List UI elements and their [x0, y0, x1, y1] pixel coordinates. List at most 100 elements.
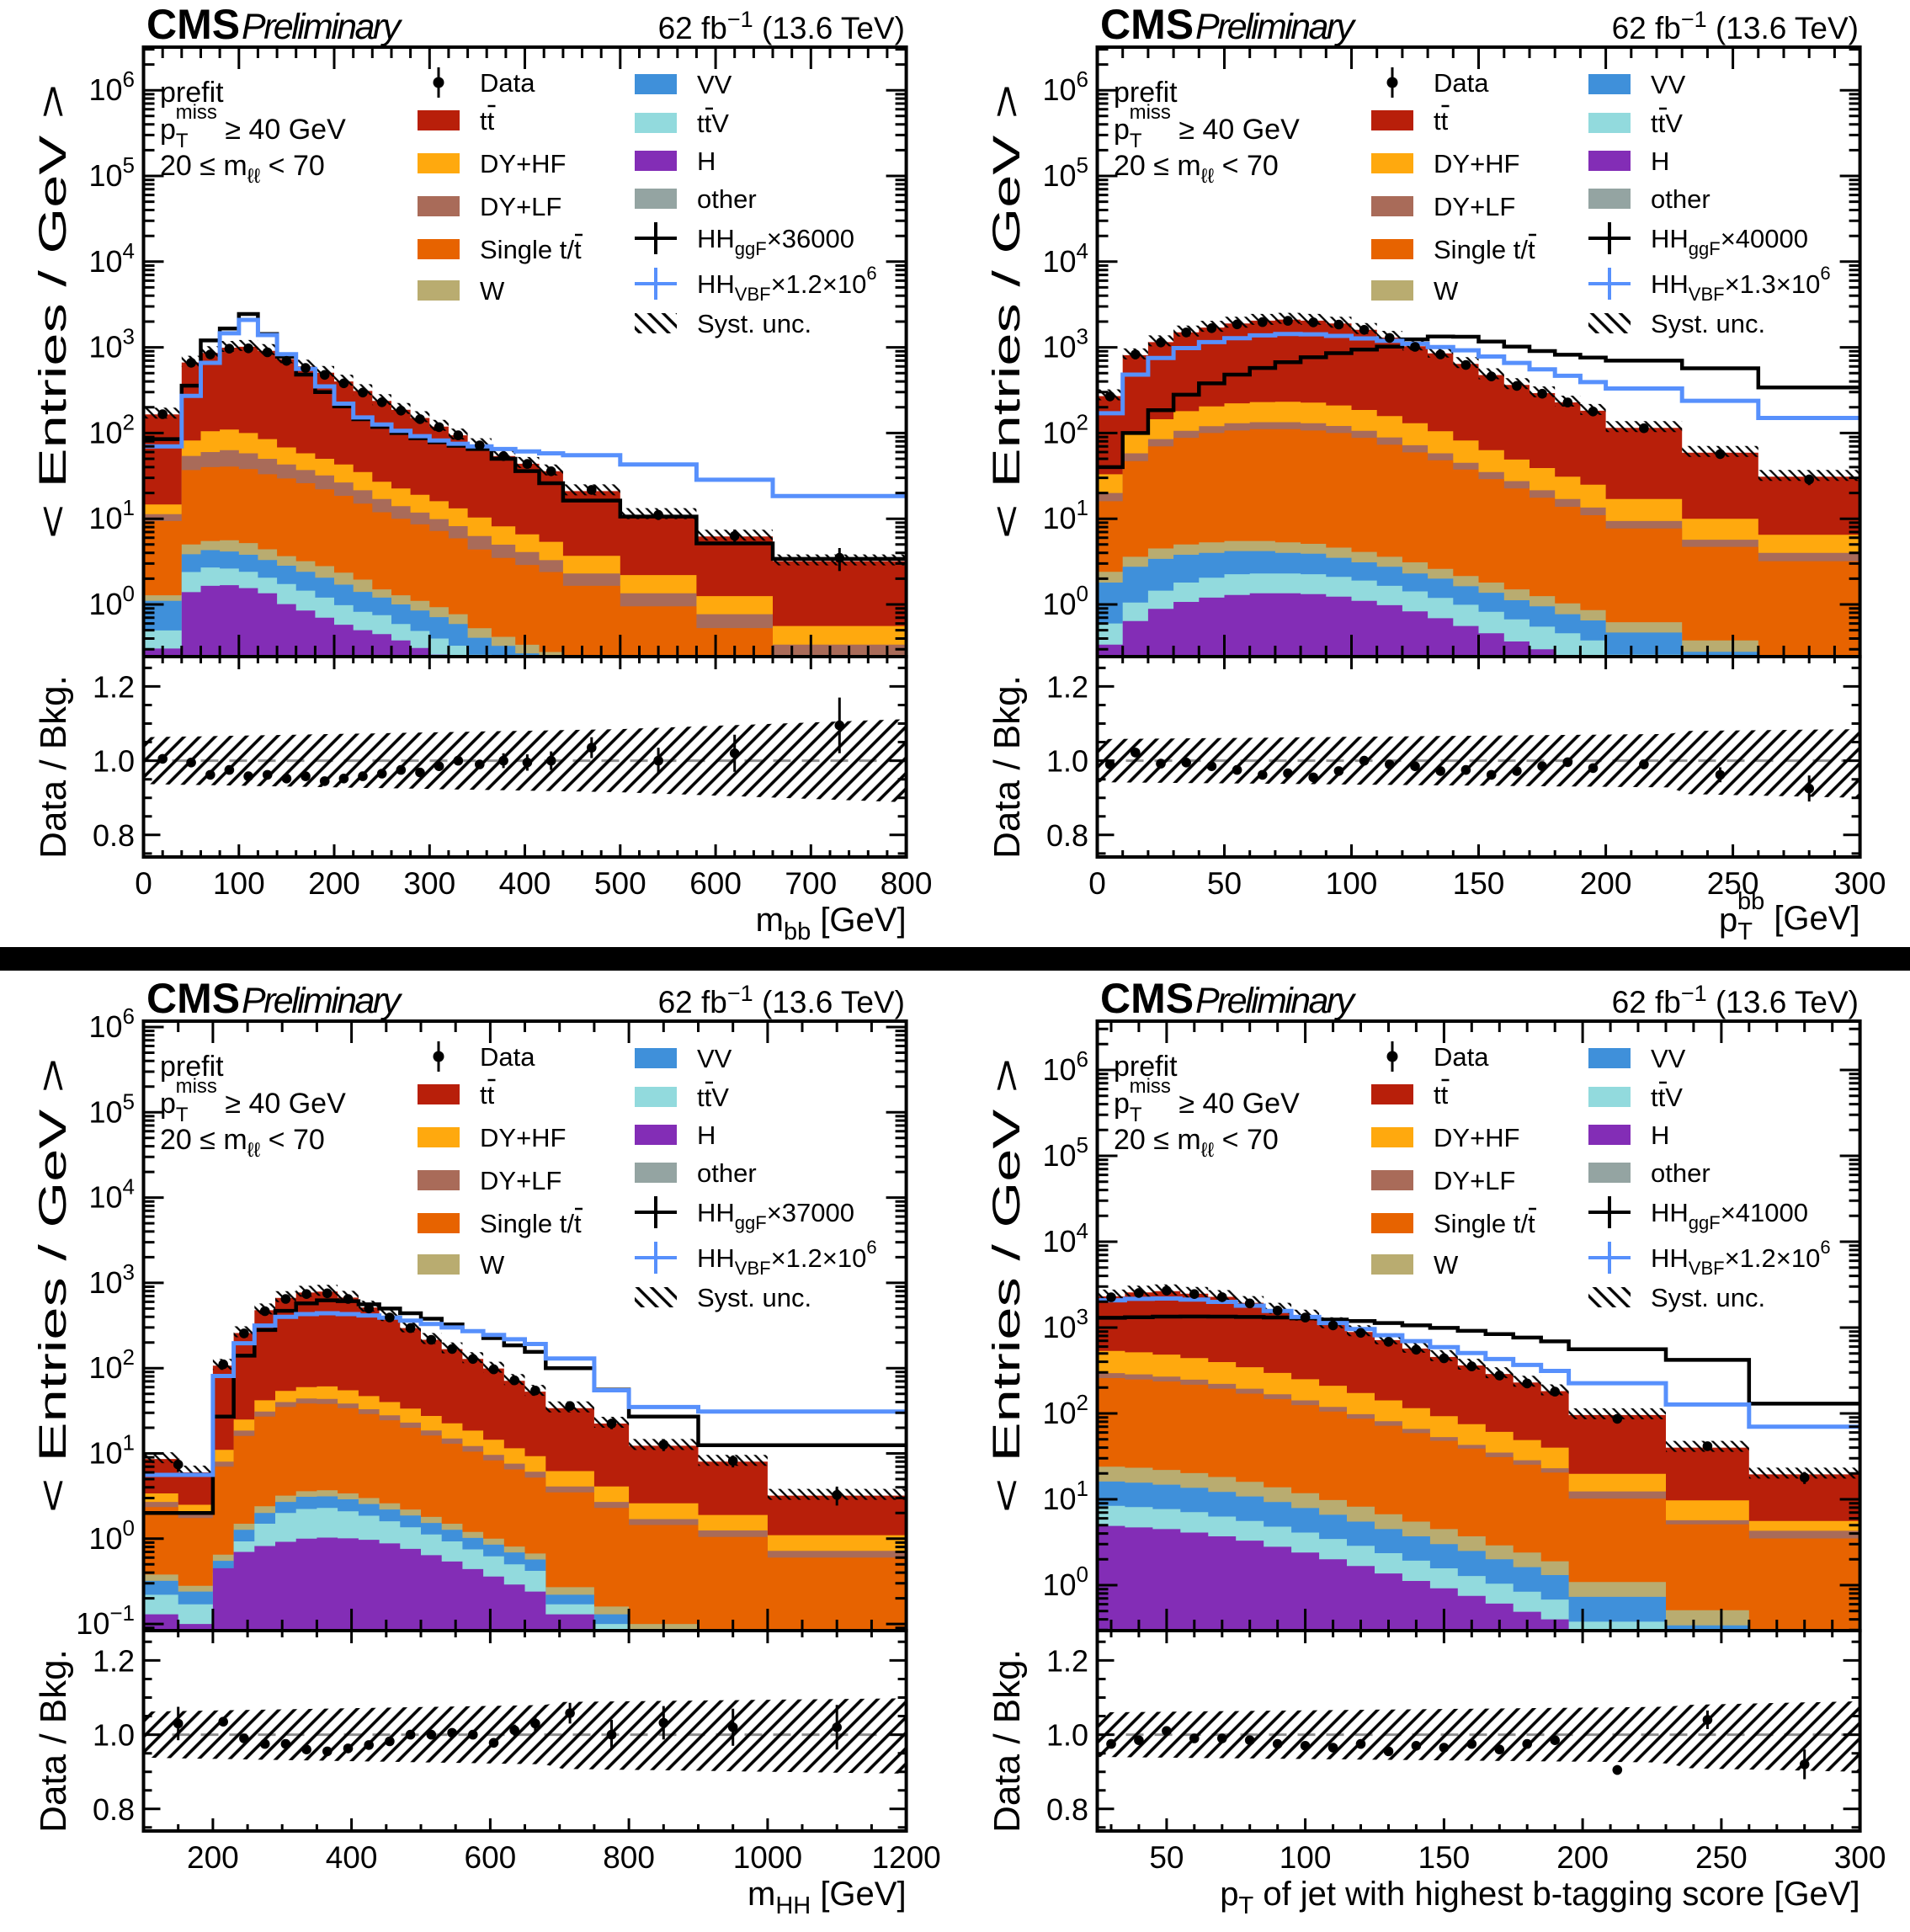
- svg-text:CMS: CMS: [146, 1, 240, 48]
- svg-text:1.2: 1.2: [1046, 1643, 1088, 1678]
- svg-text:105: 105: [1042, 152, 1088, 193]
- svg-text:10−1: 10−1: [76, 1600, 135, 1641]
- svg-text:600: 600: [465, 1840, 517, 1875]
- svg-text:HHVBF×1.3×106: HHVBF×1.3×106: [1651, 263, 1831, 305]
- svg-text:800: 800: [603, 1840, 655, 1875]
- svg-text:VV: VV: [1651, 1044, 1686, 1073]
- svg-text:300: 300: [1834, 866, 1886, 901]
- svg-text:102: 102: [1042, 409, 1088, 450]
- svg-text:1.2: 1.2: [93, 669, 135, 704]
- svg-text:Syst. unc.: Syst. unc.: [697, 1283, 811, 1312]
- svg-text:50: 50: [1207, 866, 1242, 901]
- svg-text:Preliminary: Preliminary: [1195, 981, 1357, 1021]
- svg-text:200: 200: [1556, 1840, 1609, 1875]
- svg-text:other: other: [697, 184, 757, 214]
- svg-text:62 fb−1 (13.6 TeV): 62 fb−1 (13.6 TeV): [658, 7, 905, 45]
- svg-text:DY+HF: DY+HF: [480, 1123, 567, 1152]
- svg-text:Syst. unc.: Syst. unc.: [697, 309, 811, 338]
- svg-text:< Entries / GeV >: < Entries / GeV >: [31, 1058, 74, 1513]
- svg-text:20 ≤ mℓℓ < 70: 20 ≤ mℓℓ < 70: [1114, 150, 1279, 188]
- svg-text:106: 106: [1042, 67, 1088, 107]
- svg-text:prefit: prefit: [160, 77, 224, 109]
- svg-text:Single t/t: Single t/t: [1434, 235, 1535, 264]
- svg-text:100: 100: [213, 866, 265, 901]
- svg-text:105: 105: [88, 152, 135, 193]
- svg-text:VV: VV: [697, 1044, 732, 1073]
- svg-text:Data: Data: [480, 1042, 535, 1072]
- svg-text:0.8: 0.8: [1046, 1792, 1088, 1827]
- svg-text:prefit: prefit: [160, 1051, 224, 1083]
- svg-text:700: 700: [785, 866, 837, 901]
- svg-text:400: 400: [499, 866, 551, 901]
- svg-text:62 fb−1 (13.6 TeV): 62 fb−1 (13.6 TeV): [1612, 981, 1859, 1019]
- svg-text:1.0: 1.0: [1046, 744, 1088, 779]
- svg-text:W: W: [1434, 1250, 1459, 1280]
- svg-text:< Entries / GeV >: < Entries / GeV >: [985, 84, 1028, 539]
- svg-text:100: 100: [1326, 866, 1378, 901]
- svg-text:Data / Bkg.: Data / Bkg.: [987, 675, 1028, 859]
- svg-text:106: 106: [1042, 1046, 1088, 1087]
- svg-text:20 ≤ mℓℓ < 70: 20 ≤ mℓℓ < 70: [160, 150, 325, 188]
- svg-text:Preliminary: Preliminary: [1195, 7, 1357, 47]
- svg-text:1000: 1000: [733, 1840, 802, 1875]
- svg-text:150: 150: [1453, 866, 1505, 901]
- svg-text:tt: tt: [1434, 106, 1449, 136]
- svg-text:HHVBF×1.2×106: HHVBF×1.2×106: [1651, 1237, 1831, 1279]
- svg-text:H: H: [1651, 1120, 1669, 1150]
- svg-text:ttV: ttV: [697, 1083, 729, 1112]
- svg-text:101: 101: [88, 1430, 135, 1471]
- svg-text:Preliminary: Preliminary: [242, 7, 403, 47]
- svg-text:105: 105: [1042, 1132, 1088, 1173]
- svg-text:Data / Bkg.: Data / Bkg.: [33, 1649, 74, 1833]
- svg-text:102: 102: [1042, 1390, 1088, 1430]
- svg-text:Single t/t: Single t/t: [480, 235, 582, 264]
- svg-text:250: 250: [1695, 1840, 1748, 1875]
- svg-text:other: other: [1651, 1158, 1710, 1188]
- svg-text:tt: tt: [1434, 1080, 1449, 1110]
- svg-text:Data / Bkg.: Data / Bkg.: [33, 675, 74, 859]
- svg-text:200: 200: [1580, 866, 1632, 901]
- svg-text:W: W: [1434, 276, 1459, 306]
- svg-text:0.8: 0.8: [93, 818, 135, 853]
- svg-text:103: 103: [88, 1259, 135, 1300]
- svg-text:HHVBF×1.2×106: HHVBF×1.2×106: [697, 263, 877, 305]
- svg-text:Syst. unc.: Syst. unc.: [1651, 309, 1765, 338]
- svg-text:500: 500: [594, 866, 646, 901]
- svg-text:pT of jet with highest b-taggi: pT of jet with highest b-tagging score […: [1220, 1876, 1859, 1919]
- svg-text:< Entries / GeV >: < Entries / GeV >: [31, 84, 74, 539]
- svg-text:250: 250: [1707, 866, 1759, 901]
- svg-text:ttV: ttV: [1651, 1083, 1683, 1112]
- svg-text:Syst. unc.: Syst. unc.: [1651, 1283, 1765, 1312]
- svg-text:300: 300: [1834, 1840, 1886, 1875]
- svg-text:mbb [GeV]: mbb [GeV]: [756, 902, 907, 945]
- svg-text:200: 200: [187, 1840, 239, 1875]
- svg-text:104: 104: [88, 1174, 135, 1215]
- svg-text:101: 101: [1042, 1476, 1088, 1516]
- svg-text:HHVBF×1.2×106: HHVBF×1.2×106: [697, 1237, 877, 1279]
- svg-text:Preliminary: Preliminary: [242, 981, 403, 1021]
- svg-text:1.2: 1.2: [1046, 669, 1088, 704]
- svg-text:1.0: 1.0: [1046, 1718, 1088, 1753]
- svg-text:Data: Data: [1434, 68, 1489, 98]
- svg-text:100: 100: [1042, 581, 1088, 621]
- svg-text:600: 600: [689, 866, 742, 901]
- svg-text:102: 102: [88, 409, 135, 450]
- svg-text:100: 100: [88, 1515, 135, 1556]
- svg-text:CMS: CMS: [1100, 975, 1194, 1022]
- svg-text:103: 103: [88, 324, 135, 365]
- svg-text:0: 0: [135, 866, 152, 901]
- svg-text:400: 400: [326, 1840, 378, 1875]
- svg-text:62 fb−1 (13.6 TeV): 62 fb−1 (13.6 TeV): [1612, 7, 1859, 45]
- svg-text:prefit: prefit: [1114, 77, 1178, 109]
- svg-text:104: 104: [88, 238, 135, 279]
- svg-text:101: 101: [1042, 495, 1088, 535]
- svg-text:DY+LF: DY+LF: [1434, 1166, 1515, 1195]
- svg-text:62 fb−1 (13.6 TeV): 62 fb−1 (13.6 TeV): [658, 981, 905, 1019]
- svg-text:H: H: [1651, 146, 1669, 176]
- svg-text:101: 101: [88, 495, 135, 535]
- svg-text:DY+HF: DY+HF: [1434, 1123, 1520, 1152]
- svg-text:tt: tt: [480, 106, 495, 136]
- svg-text:H: H: [697, 1120, 716, 1150]
- svg-text:Data: Data: [480, 68, 535, 98]
- svg-text:CMS: CMS: [1100, 1, 1194, 48]
